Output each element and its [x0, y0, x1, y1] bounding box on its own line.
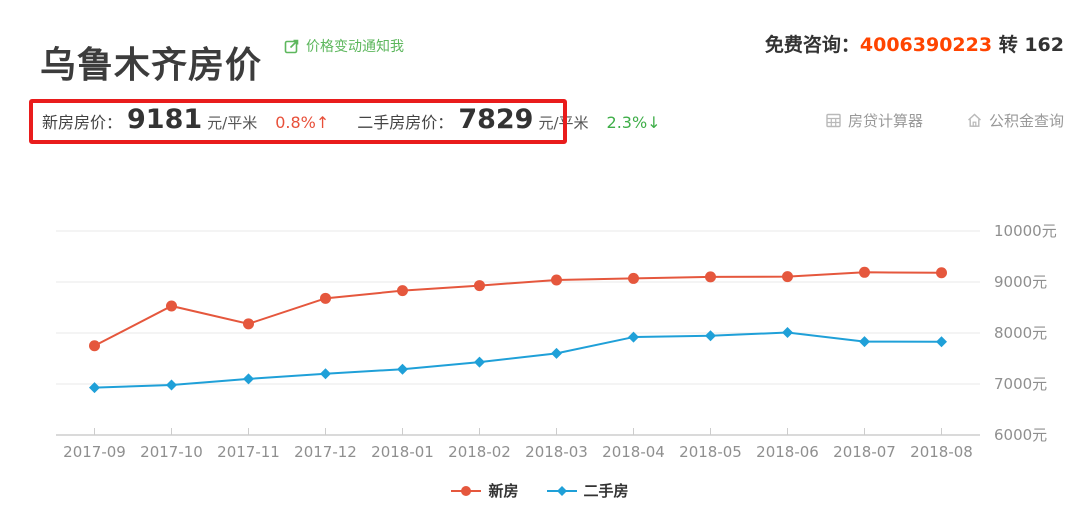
data-point[interactable] [166, 300, 177, 312]
consult-label: 免费咨询： [764, 34, 860, 56]
data-point[interactable] [320, 292, 331, 304]
data-point[interactable] [705, 271, 716, 283]
price-change-notify-link[interactable]: 价格变动通知我 [284, 36, 404, 56]
consult-extension: 转 162 [998, 34, 1064, 56]
second-hand-price-label: 二手房房价： [357, 113, 454, 132]
x-axis-label: 2017-12 [294, 443, 357, 461]
y-axis-label: 10000元 [994, 222, 1057, 240]
x-axis-label: 2018-08 [910, 443, 973, 461]
new-house-price-value: 9181 [127, 104, 203, 135]
new-house-price-change: 0.8%↑ [275, 113, 330, 132]
data-point[interactable] [859, 336, 870, 348]
data-point[interactable] [397, 285, 408, 297]
provident-fund-inquiry-link[interactable]: 公积金查询 [967, 110, 1064, 131]
x-axis-label: 2018-02 [448, 443, 511, 461]
legend-item-second[interactable]: 二手房 [546, 480, 629, 501]
home-icon [967, 113, 982, 128]
calculator-icon [826, 113, 841, 128]
x-axis-label: 2017-10 [140, 443, 203, 461]
y-axis-label: 9000元 [994, 273, 1047, 291]
price-trend-chart: 10000元 9000元 8000元 7000元 6000元 2017-09 2017-10… [56, 222, 1057, 461]
data-point[interactable] [551, 347, 562, 359]
free-consult-line: 免费咨询：4006390223 转 162 [765, 30, 1064, 57]
data-point[interactable] [782, 271, 793, 283]
x-axis-label: 2018-01 [371, 443, 434, 461]
data-point[interactable] [705, 330, 716, 342]
series-line-new [94, 271, 942, 347]
data-point[interactable] [243, 318, 254, 330]
x-axis-label: 2018-05 [679, 443, 742, 461]
legend-label: 新房 [488, 482, 519, 500]
data-point[interactable] [397, 363, 408, 375]
data-point[interactable] [782, 326, 793, 338]
page-title: 乌鲁木齐房价 [40, 45, 263, 87]
data-point[interactable] [166, 379, 177, 391]
tool-links: 房贷计算器 公积金查询 [826, 110, 1064, 131]
x-axis-label: 2018-07 [833, 443, 896, 461]
y-axis-label: 7000元 [994, 375, 1047, 393]
data-point[interactable] [628, 272, 639, 284]
second-hand-price-value: 7829 [458, 104, 534, 135]
data-point[interactable] [89, 340, 100, 352]
legend-label: 二手房 [583, 482, 629, 500]
chart-legend: 新房 二手房 [0, 480, 1080, 501]
data-point[interactable] [243, 373, 254, 385]
data-point[interactable] [628, 331, 639, 343]
data-point[interactable] [551, 274, 562, 286]
x-axis-label: 2018-06 [756, 443, 819, 461]
consult-phone-number: 4006390223 [859, 34, 993, 56]
series-line-second [94, 331, 942, 389]
mortgage-calculator-link[interactable]: 房贷计算器 [826, 110, 923, 131]
legend-marker-circle-icon [451, 485, 482, 496]
notify-link-label: 价格变动通知我 [306, 39, 404, 55]
new-house-price-unit: 元/平米 [207, 114, 258, 132]
data-point[interactable] [320, 368, 331, 380]
x-axis-label: 2018-03 [525, 443, 588, 461]
x-axis-label: 2018-04 [602, 443, 665, 461]
data-point[interactable] [89, 382, 100, 394]
new-house-price-label: 新房房价： [42, 113, 123, 132]
x-axis-label: 2017-09 [63, 443, 126, 461]
y-axis-label: 6000元 [994, 426, 1047, 444]
data-point[interactable] [474, 280, 485, 292]
data-point[interactable] [936, 267, 947, 279]
price-summary-bar: 新房房价： 9181 元/平米 0.8%↑ 二手房房价： 7829 元/平米 2… [42, 104, 661, 135]
legend-marker-diamond-icon [546, 485, 577, 496]
second-hand-price-change: 2.3%↓ [606, 113, 661, 132]
mortgage-calculator-label: 房贷计算器 [847, 112, 923, 130]
legend-item-new[interactable]: 新房 [451, 480, 519, 501]
data-point[interactable] [936, 336, 947, 348]
provident-fund-label: 公积金查询 [988, 112, 1064, 130]
x-axis-label: 2017-11 [217, 443, 280, 461]
second-hand-price-unit: 元/平米 [538, 114, 589, 132]
data-point[interactable] [474, 356, 485, 368]
notify-icon [284, 38, 300, 54]
y-axis-label: 8000元 [994, 324, 1047, 342]
data-point[interactable] [859, 266, 870, 278]
